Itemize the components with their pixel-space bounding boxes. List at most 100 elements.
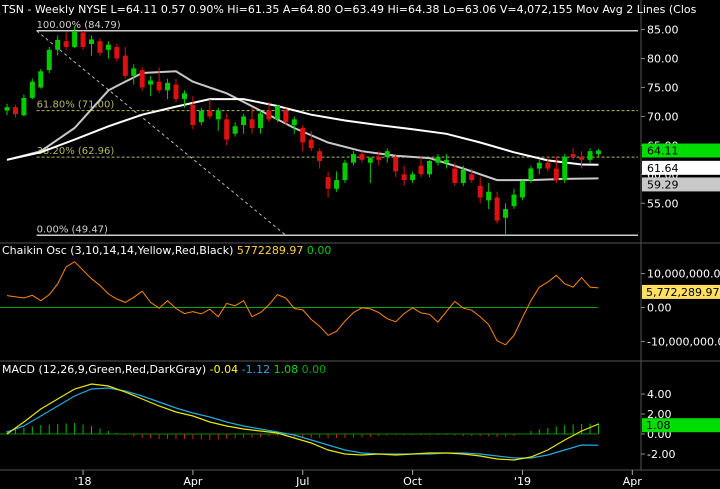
candle-body (503, 209, 509, 218)
candle-body (89, 39, 94, 45)
candle-body (486, 191, 492, 201)
candle-body (579, 156, 585, 160)
x-tick-label: Apr (183, 475, 203, 488)
price-panel: 100.00% (84.79) 61.80% (71.00) 38.20% (62.… (4, 20, 638, 237)
candle-body (350, 154, 356, 163)
price-tick-label: 70.00 (647, 110, 679, 123)
macd-signal-line (6, 387, 599, 459)
candle-body (156, 81, 162, 91)
candle-body (587, 151, 593, 160)
candle-body (427, 161, 432, 175)
candle-body (435, 156, 441, 163)
candle-body (342, 162, 348, 181)
candle-body (122, 55, 128, 76)
macd-title: MACD (12,26,9,Green,Red,DarkGray) -0.04 … (2, 363, 326, 376)
candle-body (198, 110, 204, 123)
candle-body (4, 107, 10, 111)
macd-tick-label: -2.00 (647, 448, 675, 461)
fib-level-label: 61.80% (71.00) (37, 100, 115, 111)
candle-body (173, 84, 179, 100)
chaikin-value-label: 5,772,289.97 (646, 286, 719, 299)
candle-body (401, 174, 407, 181)
candle-body (519, 181, 525, 198)
panel-frames (0, 0, 720, 471)
candle-body (511, 194, 517, 207)
candle-body (148, 80, 154, 85)
candle-body (300, 128, 306, 143)
candle-body (274, 106, 280, 120)
x-tick-label: '19 (514, 475, 531, 488)
candle-body (443, 159, 449, 163)
price-tick-label: 55.00 (647, 197, 679, 210)
candle-body (418, 165, 424, 175)
macd-tick-label: 4.00 (647, 388, 672, 401)
candle-body (46, 49, 52, 71)
price-tick-label: 75.00 (647, 81, 679, 94)
header-text: TSN - Weekly NYSE L=64.11 0.57 0.90% Hi=… (1, 3, 697, 16)
candle-body (241, 116, 247, 126)
candle-body (359, 154, 365, 160)
candle-body (80, 32, 86, 47)
candle-body (410, 174, 416, 181)
chaikin-tick-label: 10,000,000.00 (647, 268, 720, 281)
x-tick-label: Jul (295, 475, 309, 488)
candle-body (114, 46, 120, 59)
candle-body (477, 185, 483, 198)
candle-body (536, 162, 542, 169)
candle-body (283, 110, 289, 123)
candle-body (72, 31, 78, 47)
chaikin-tick-label: 0.00 (647, 302, 672, 315)
ma-slow-value-box (642, 177, 720, 192)
candle-body (21, 97, 27, 116)
candle-body (190, 104, 196, 126)
candle-body (596, 150, 601, 155)
candle-body (308, 139, 314, 149)
candle-body (224, 119, 230, 140)
candle-body (545, 162, 551, 169)
x-tick-label: Apr (623, 475, 643, 488)
candle-body (494, 197, 500, 221)
candle-body (452, 168, 458, 183)
price-tick-label: 85.00 (647, 24, 679, 37)
candle-body (562, 156, 568, 181)
chaikin-tick-label: -10,000,000.00 (647, 335, 720, 348)
candle-body (384, 151, 390, 157)
x-tick-label: Oct (403, 475, 423, 488)
last-price-box (642, 143, 720, 158)
macd-line (6, 383, 599, 461)
candle-body (325, 177, 331, 189)
macd-panel (0, 383, 599, 461)
candle-body (29, 81, 35, 98)
candle-body (469, 174, 475, 181)
ma-fast-line (6, 98, 599, 166)
candle-body (334, 180, 340, 189)
candle-body (215, 110, 221, 120)
candle-body (63, 41, 69, 47)
candle-body (38, 71, 44, 88)
candle-body (367, 158, 373, 163)
candle-body (376, 156, 382, 160)
ma-fast-value-label: 61.64 (647, 162, 679, 175)
candle-body (139, 70, 145, 88)
price-tick-label: 80.00 (647, 53, 679, 66)
macd-tick-label: 2.00 (647, 408, 672, 421)
candle-body (97, 41, 103, 53)
candle-body (249, 119, 255, 128)
fib-level-label: 100.00% (84.79) (37, 20, 121, 31)
chaikin-title: Chaikin Osc (3,10,14,14,Yellow,Red,Black… (2, 244, 331, 257)
fib-level-label: 0.00% (49.47) (37, 224, 108, 235)
candle-body (553, 168, 559, 181)
macd-value-box (642, 418, 720, 433)
candle-body (393, 156, 399, 172)
macd-value-label: 1.08 (646, 419, 671, 432)
chaikin-value-box (642, 284, 720, 299)
x-tick-label: '18 (75, 475, 92, 488)
candle-body (266, 110, 272, 120)
candle-body (460, 169, 466, 183)
fib-level-label: 38.20% (62.96) (37, 146, 115, 157)
candle-body (131, 68, 137, 76)
ma-slow-value-label: 59.29 (647, 178, 679, 191)
axes: 55.0060.0065.0070.0075.0080.0085.0064.11… (75, 24, 720, 488)
